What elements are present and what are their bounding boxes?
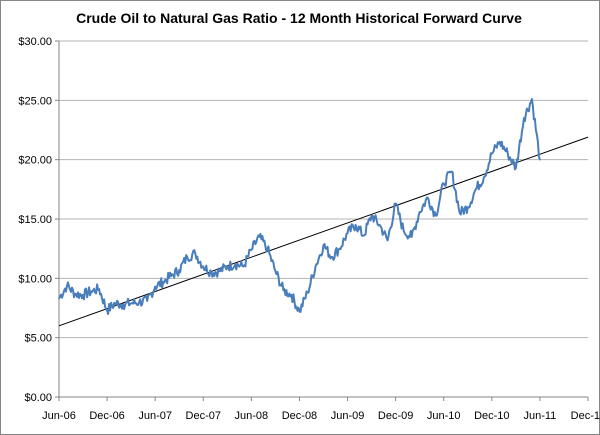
data-point (426, 196, 429, 199)
data-point (466, 206, 469, 208)
grid-lines (59, 40, 588, 339)
x-tick-label: Jun-06 (42, 410, 76, 422)
data-point (322, 244, 325, 246)
data-point (346, 232, 349, 235)
data-point (218, 270, 221, 273)
data-point (523, 117, 525, 119)
x-tick-label: Dec-06 (89, 410, 124, 422)
y-tick-label: $5.00 (24, 333, 52, 345)
data-point (194, 252, 197, 255)
data-point (474, 188, 477, 191)
data-point (146, 300, 148, 302)
data-point (210, 271, 213, 274)
data-point (483, 176, 485, 179)
data-point (74, 292, 76, 295)
y-tick-labels: $0.00 $5.00 $10.00 $15.00 $20.00 $25.00 $30.00 (18, 36, 52, 404)
data-point (434, 214, 437, 217)
data-point (242, 265, 245, 268)
data-point (539, 158, 541, 161)
data-point (314, 265, 317, 268)
y-tick-label: $25.00 (18, 95, 52, 107)
data-point (330, 256, 333, 258)
y-tick-label: $0.00 (24, 392, 52, 404)
data-point (507, 152, 509, 155)
x-tick-label: Jun-08 (235, 410, 269, 422)
x-tick-label: Dec-07 (186, 410, 221, 422)
data-point (491, 152, 493, 155)
data-point (98, 288, 100, 290)
x-tick-label: Dec-11 (571, 410, 600, 422)
x-tick-label: Jun-11 (523, 410, 556, 422)
data-point (250, 249, 253, 251)
x-tick-label: Jun-10 (427, 410, 461, 422)
data-point (338, 247, 341, 250)
data-point (138, 301, 140, 303)
data-point (170, 275, 173, 277)
x-tick-label: Dec-08 (282, 410, 317, 422)
x-tick-labels: Jun-06 Dec-06 Jun-07 Dec-07 Jun-08 Dec-08 Jun-… (42, 410, 600, 422)
data-point (515, 167, 517, 169)
data-point (202, 265, 205, 268)
data-point (370, 214, 373, 217)
data-point (234, 263, 237, 265)
trend-line (58, 136, 589, 327)
y-tick-label: $30.00 (18, 36, 52, 48)
data-point (298, 310, 301, 313)
data-point (282, 289, 285, 292)
data-point (394, 202, 397, 205)
axes (55, 40, 589, 401)
data-point (418, 211, 421, 213)
data-point (531, 98, 533, 100)
data-point (186, 256, 189, 258)
data-point (226, 265, 229, 268)
data-point (378, 224, 381, 226)
x-tick-label: Dec-10 (474, 410, 509, 422)
data-point (290, 294, 293, 296)
data-point (178, 269, 181, 271)
data-point (410, 236, 413, 238)
x-tick-label: Jun-09 (331, 410, 365, 422)
data-point (442, 182, 445, 185)
data-point (82, 294, 84, 296)
series-layer (58, 98, 589, 327)
data-point (90, 290, 92, 293)
data-point (162, 281, 164, 283)
data-point (154, 285, 156, 288)
chart-title: Crude Oil to Natural Gas Ratio - 12 Mont… (76, 10, 522, 26)
data-point (106, 309, 108, 312)
data-point (114, 302, 116, 305)
data-point (362, 234, 365, 237)
data-point (258, 236, 261, 238)
data-point (130, 302, 132, 305)
data-point (274, 270, 277, 273)
data-point (66, 284, 68, 287)
data-point (122, 303, 124, 306)
data-point (266, 247, 269, 250)
x-tick-label: Dec-09 (378, 410, 413, 422)
data-point (402, 230, 405, 232)
data-point (450, 170, 453, 173)
y-tick-label: $20.00 (18, 155, 52, 167)
data-point (306, 291, 309, 294)
data-point (58, 297, 60, 300)
x-tick-label: Jun-07 (138, 410, 172, 422)
data-point (458, 212, 461, 214)
data-point (499, 141, 501, 143)
data-point (386, 239, 389, 242)
data-point (354, 224, 357, 226)
y-tick-label: $10.00 (18, 273, 52, 285)
y-tick-label: $15.00 (18, 214, 52, 226)
